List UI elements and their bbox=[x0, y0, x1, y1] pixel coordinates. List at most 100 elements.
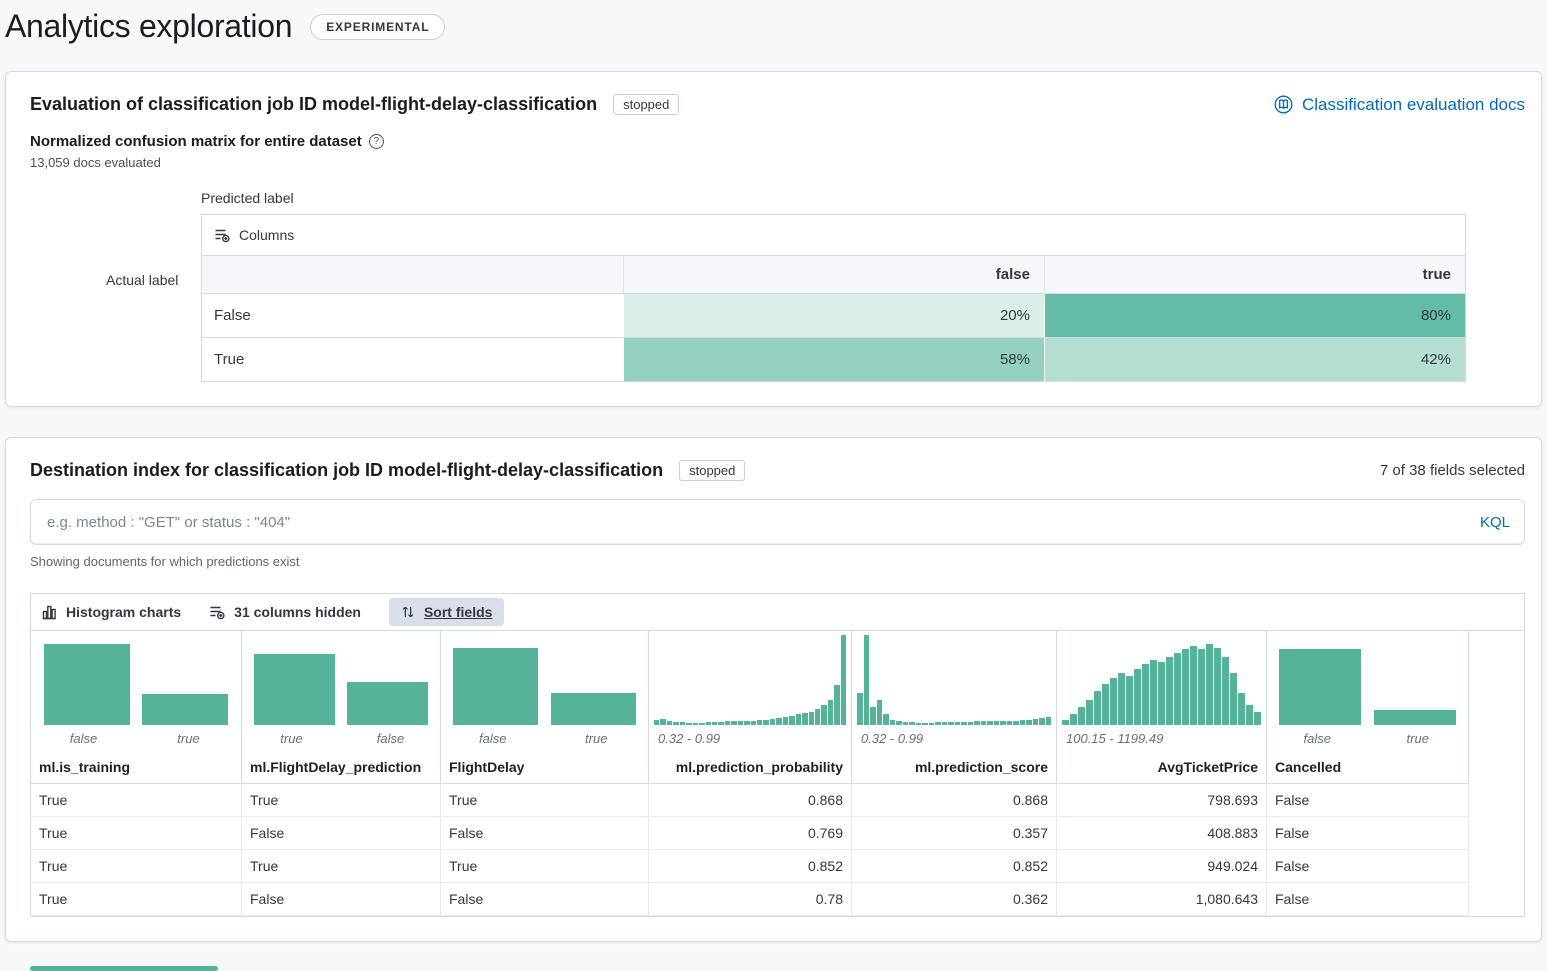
histogram-bar bbox=[1039, 718, 1045, 725]
grid-cell[interactable]: True bbox=[31, 784, 242, 817]
grid-cell[interactable]: 0.868 bbox=[852, 784, 1057, 817]
histogram-range-label: 0.32 - 0.99 bbox=[658, 731, 720, 746]
grid-cell[interactable]: False bbox=[441, 817, 649, 850]
grid-cell[interactable]: False bbox=[441, 883, 649, 916]
classification-evaluation-docs-link[interactable]: Classification evaluation docs bbox=[1274, 95, 1525, 115]
histogram-bar bbox=[347, 682, 428, 725]
page-header: Analytics exploration EXPERIMENTAL bbox=[5, 8, 1542, 45]
horizontal-scrollbar-thumb[interactable] bbox=[30, 966, 218, 971]
sort-fields-button[interactable]: Sort fields bbox=[389, 598, 504, 626]
grid-cell[interactable]: 1,080.643 bbox=[1057, 883, 1267, 916]
grid-cell[interactable]: 798.693 bbox=[1057, 784, 1267, 817]
histogram-bar bbox=[1126, 676, 1133, 725]
histogram-bar bbox=[1254, 712, 1261, 725]
grid-cell[interactable]: 0.769 bbox=[649, 817, 852, 850]
grid-cell[interactable]: False bbox=[242, 883, 441, 916]
documentation-icon bbox=[1274, 95, 1293, 114]
grid-cell[interactable]: True bbox=[242, 784, 441, 817]
histogram-bar bbox=[142, 694, 228, 725]
column-header-ml.FlightDelay_prediction[interactable]: ml.FlightDelay_prediction bbox=[242, 751, 441, 784]
histogram-category-label: true bbox=[136, 731, 241, 746]
histogram-labels: truefalse bbox=[242, 725, 440, 751]
column-header-ml.is_training[interactable]: ml.is_training bbox=[31, 751, 242, 784]
fields-selected-text: 7 of 38 fields selected bbox=[1380, 462, 1525, 479]
histogram-bar bbox=[877, 700, 883, 725]
sort-fields-icon bbox=[401, 605, 415, 619]
page-title: Analytics exploration bbox=[5, 8, 292, 45]
histogram-bar bbox=[1142, 664, 1149, 725]
grid-cell[interactable]: False bbox=[1267, 817, 1469, 850]
column-header-Cancelled[interactable]: Cancelled bbox=[1267, 751, 1469, 784]
columns-button-label: Columns bbox=[239, 227, 294, 243]
grid-cell[interactable]: True bbox=[441, 850, 649, 883]
histogram-bar bbox=[870, 707, 876, 725]
grid-cell[interactable]: False bbox=[1267, 850, 1469, 883]
matrix-heading: Normalized confusion matrix for entire d… bbox=[30, 133, 1525, 150]
grid-cell[interactable]: 408.883 bbox=[1057, 817, 1267, 850]
matrix-row-label: False bbox=[202, 294, 623, 338]
column-header-ml.prediction_probability[interactable]: ml.prediction_probability bbox=[649, 751, 852, 784]
histogram-bar bbox=[821, 705, 826, 725]
grid-cell[interactable]: 0.78 bbox=[649, 883, 852, 916]
histogram-bar bbox=[828, 700, 833, 725]
column-histogram-ml.FlightDelay_prediction: truefalse bbox=[242, 631, 441, 751]
columns-hidden-icon bbox=[209, 604, 225, 620]
matrix-cell-true-false: 58% bbox=[623, 338, 1044, 381]
matrix-columns-button[interactable]: Columns bbox=[202, 215, 1465, 256]
column-header-FlightDelay[interactable]: FlightDelay bbox=[441, 751, 649, 784]
column-histogram-FlightDelay: falsetrue bbox=[441, 631, 649, 751]
evaluation-title-wrap: Evaluation of classification job ID mode… bbox=[30, 94, 679, 115]
histogram-bar bbox=[1102, 684, 1109, 725]
grid-cell[interactable]: False bbox=[1267, 784, 1469, 817]
grid-cell[interactable]: False bbox=[242, 817, 441, 850]
grid-cell[interactable]: 0.868 bbox=[649, 784, 852, 817]
matrix-cell-true-true: 42% bbox=[1044, 338, 1465, 381]
grid-cell[interactable]: True bbox=[242, 850, 441, 883]
grid-cell[interactable]: 0.357 bbox=[852, 817, 1057, 850]
grid-cell[interactable]: True bbox=[31, 883, 242, 916]
histogram-charts-button[interactable]: Histogram charts bbox=[41, 604, 181, 620]
histogram-bars bbox=[649, 635, 851, 725]
grid-cell[interactable]: False bbox=[1267, 883, 1469, 916]
histogram-labels: falsetrue bbox=[441, 725, 648, 751]
histogram-bar bbox=[1246, 705, 1253, 725]
histogram-labels: 0.32 - 0.99 bbox=[649, 725, 851, 751]
column-header-ml.prediction_score[interactable]: ml.prediction_score bbox=[852, 751, 1057, 784]
histogram-range-label: 0.32 - 0.99 bbox=[861, 731, 923, 746]
destination-status-badge: stopped bbox=[679, 460, 745, 481]
evaluation-panel: Evaluation of classification job ID mode… bbox=[5, 71, 1542, 407]
histogram-bar bbox=[1214, 648, 1221, 725]
histogram-category-label: true bbox=[545, 731, 649, 746]
histogram-bar bbox=[1086, 700, 1093, 725]
grid-cell[interactable]: True bbox=[31, 850, 242, 883]
histogram-bars bbox=[852, 635, 1056, 725]
grid-cell[interactable]: 949.024 bbox=[1057, 850, 1267, 883]
columns-hidden-button[interactable]: 31 columns hidden bbox=[209, 604, 361, 620]
grid-cell[interactable]: 0.852 bbox=[852, 850, 1057, 883]
histogram-bar bbox=[1150, 660, 1157, 725]
histogram-bars bbox=[1057, 635, 1266, 725]
histogram-bar bbox=[1166, 657, 1173, 725]
docs-evaluated-text: 13,059 docs evaluated bbox=[30, 155, 1525, 170]
kql-language-button[interactable]: KQL bbox=[1480, 514, 1510, 531]
grid-cell[interactable]: 0.362 bbox=[852, 883, 1057, 916]
histogram-category-label: true bbox=[242, 731, 341, 746]
columns-hidden-label: 31 columns hidden bbox=[234, 604, 361, 620]
histogram-bar bbox=[1198, 649, 1205, 725]
confusion-matrix: Columns false true False 20% 80% True 58… bbox=[201, 214, 1466, 382]
grid-cell[interactable]: 0.852 bbox=[649, 850, 852, 883]
histogram-labels: falsetrue bbox=[1267, 725, 1468, 751]
grid-toolbar: Histogram charts 31 columns hidden bbox=[31, 594, 1524, 631]
help-icon[interactable]: ? bbox=[369, 134, 384, 149]
histogram-bar bbox=[815, 709, 820, 725]
histogram-bar bbox=[1174, 653, 1181, 725]
histogram-labels: 0.32 - 0.99 bbox=[852, 725, 1056, 751]
search-input[interactable] bbox=[45, 513, 1468, 532]
histogram-labels: falsetrue bbox=[31, 725, 241, 751]
histogram-bars bbox=[1267, 635, 1468, 725]
column-header-AvgTicketPrice[interactable]: AvgTicketPrice bbox=[1057, 751, 1267, 784]
grid-cell[interactable]: True bbox=[441, 784, 649, 817]
histogram-charts-label: Histogram charts bbox=[66, 604, 181, 620]
grid-cell[interactable]: True bbox=[31, 817, 242, 850]
histogram-bar bbox=[1070, 714, 1077, 725]
